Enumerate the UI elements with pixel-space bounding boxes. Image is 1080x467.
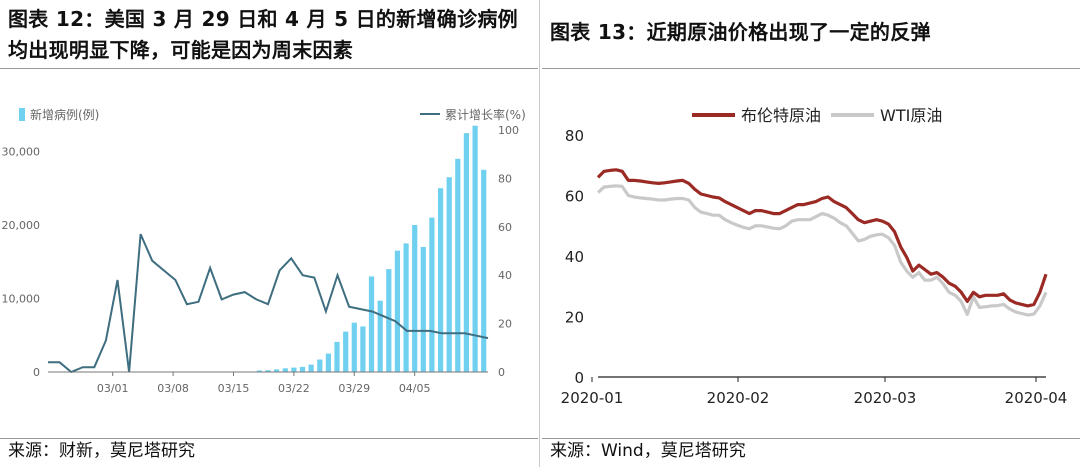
- left-source: 来源：财新，莫尼塔研究: [8, 441, 195, 461]
- right-y-tick-label: 40: [565, 248, 584, 266]
- right-y-tick-label: 100: [498, 124, 519, 137]
- right-y-tick-label: 0: [498, 366, 505, 379]
- legend-brent-label: 布伦特原油: [741, 106, 821, 125]
- bar-new-cases-27: [282, 368, 288, 372]
- line-series-growth-rate: [48, 233, 489, 374]
- left-y-tick-label: 0: [33, 366, 40, 379]
- bar-new-cases-29: [299, 366, 306, 372]
- bar-new-cases-25: [265, 370, 271, 372]
- bar-new-cases-36: [360, 326, 366, 372]
- right-y-tick-label: 80: [565, 127, 584, 145]
- bar-new-cases-37: [368, 276, 375, 372]
- bar-new-cases-46: [446, 177, 452, 372]
- right-y-tick-label: 20: [498, 318, 512, 331]
- left-chart: 0 10,000 20,000 30,000 0 20 40 60 80 100 03/01 03/0…: [2, 107, 526, 395]
- bar-new-cases-47: [455, 158, 461, 372]
- legend-bar-swatch: [19, 108, 25, 121]
- right-y-tick-label: 60: [498, 221, 512, 234]
- bar-series-new-cases: [256, 125, 487, 372]
- left-x-tick-label: 03/08: [157, 382, 189, 395]
- left-y-tick-label: 30,000: [2, 145, 41, 158]
- legend-wti-label: WTI原油: [880, 106, 942, 125]
- panel-divider: [539, 0, 540, 467]
- right-chart: 0 20 40 60 80 2020-01 2020-02 2020-03 2020-04 布伦…: [561, 106, 1068, 407]
- right-figure-title: 图表 13：近期原油价格出现了一定的反弹: [550, 20, 931, 44]
- bar-new-cases-39: [386, 269, 392, 372]
- bar-new-cases-44: [429, 217, 435, 372]
- right-panel: 图表 13：近期原油价格出现了一定的反弹 0 20 40 60 80 2020-01 202…: [542, 0, 1080, 467]
- right-legend: 布伦特原油 WTI原油: [692, 106, 942, 125]
- bar-new-cases-50: [481, 169, 487, 372]
- bar-new-cases-41: [403, 243, 409, 372]
- left-source-rule: [0, 438, 538, 439]
- left-legend: 新增病例(例) 累计增长率(%): [19, 107, 526, 122]
- bar-new-cases-48: [463, 133, 469, 372]
- bar-new-cases-34: [343, 331, 349, 372]
- right-axes: 0 20 40 60 80 2020-01 2020-02 2020-03 2020-04: [561, 127, 1068, 407]
- bar-new-cases-38: [377, 300, 383, 372]
- legend-new-cases-label: 新增病例(例): [30, 107, 99, 122]
- left-x-tick-label: 03/29: [338, 382, 370, 395]
- right-source-rule: [542, 438, 1080, 439]
- bar-new-cases-35: [351, 322, 357, 372]
- bar-new-cases-30: [308, 364, 314, 372]
- bar-new-cases-49: [472, 125, 478, 372]
- bar-new-cases-24: [256, 370, 262, 372]
- right-title-rule: [542, 68, 1080, 69]
- left-panel: 图表 12：美国 3 月 29 日和 4 月 5 日的新增确诊病例 均出现明显下…: [0, 0, 538, 467]
- left-x-tick-label: 03/01: [97, 382, 129, 395]
- bar-new-cases-43: [420, 247, 426, 372]
- bar-new-cases-40: [394, 250, 400, 372]
- left-x-tick-label: 03/22: [278, 382, 310, 395]
- bar-new-cases-32: [325, 353, 331, 372]
- bar-new-cases-45: [438, 188, 444, 372]
- left-axes: 0 10,000 20,000 30,000 0 20 40 60 80 100 03/01 03/0…: [2, 124, 520, 395]
- right-y-tick-label: 80: [498, 172, 512, 185]
- left-y-tick-label: 20,000: [2, 219, 41, 232]
- bar-new-cases-26: [274, 369, 280, 372]
- left-title-rule: [0, 68, 538, 69]
- right-x-tick-label: 2020-02: [707, 389, 770, 407]
- line-growth-rate: [48, 233, 489, 374]
- left-x-tick-label: 04/05: [399, 382, 431, 395]
- price-lines: [596, 168, 1048, 317]
- right-x-tick-label: 2020-03: [854, 389, 917, 407]
- left-title-line1: 图表 12：美国 3 月 29 日和 4 月 5 日的新增确诊病例: [8, 7, 518, 31]
- right-y-tick-label: 20: [565, 309, 584, 327]
- left-figure-title: 图表 12：美国 3 月 29 日和 4 月 5 日的新增确诊病例 均出现明显下…: [8, 4, 518, 66]
- bar-new-cases-31: [317, 359, 323, 372]
- legend-growth-rate-label: 累计增长率(%): [445, 107, 526, 122]
- right-x-tick-label: 2020-04: [1005, 389, 1068, 407]
- bar-new-cases-33: [334, 341, 340, 372]
- right-source: 来源：Wind，莫尼塔研究: [550, 441, 746, 461]
- left-y-tick-label: 10,000: [2, 292, 41, 305]
- line-brent: [596, 168, 1048, 308]
- left-x-tick-label: 03/15: [218, 382, 250, 395]
- right-y-tick-label: 40: [498, 269, 512, 282]
- right-y-tick-label: 60: [565, 188, 584, 206]
- right-y-tick-label: 0: [574, 369, 584, 387]
- line-wti: [596, 184, 1048, 317]
- bar-new-cases-42: [412, 225, 418, 372]
- bar-new-cases-28: [291, 367, 297, 372]
- left-title-line2: 均出现明显下降，可能是因为周末因素: [8, 38, 354, 62]
- right-x-tick-label: 2020-01: [561, 389, 624, 407]
